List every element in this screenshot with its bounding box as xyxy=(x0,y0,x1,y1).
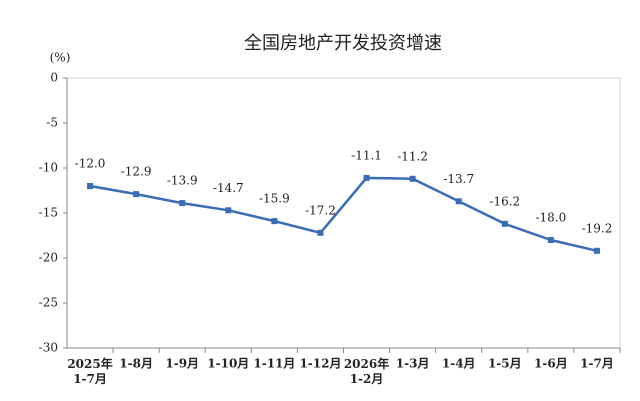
data-label: -14.7 xyxy=(213,181,244,195)
y-tick-label: -15 xyxy=(39,206,58,220)
point xyxy=(363,174,370,181)
x-tick-label: 1-5月 xyxy=(488,357,522,371)
data-label: -13.7 xyxy=(443,172,474,186)
point xyxy=(409,175,416,182)
x-tick-label: 1-12月 xyxy=(299,357,341,371)
x-tick-label: 1-7月 xyxy=(580,357,614,371)
point xyxy=(271,218,278,225)
x-tick-label: 1-4月 xyxy=(442,357,476,371)
data-label: -11.2 xyxy=(397,149,428,163)
x-tick-label: 1-6月 xyxy=(534,357,568,371)
y-tick-label: -10 xyxy=(39,161,58,175)
chart-title: 全国房地产开发投资增速 xyxy=(244,33,442,54)
y-tick-label: 0 xyxy=(50,71,58,85)
data-label: -19.2 xyxy=(582,221,613,235)
x-tick-label: 1-9月 xyxy=(165,357,199,371)
point xyxy=(455,198,462,205)
point xyxy=(87,183,94,189)
x-tick-label: 2026年 1-2月 xyxy=(344,356,389,386)
point xyxy=(317,229,324,236)
data-label: -11.1 xyxy=(351,148,382,162)
y-axis-label: (%) xyxy=(50,51,71,65)
data-label: -16.2 xyxy=(489,194,520,208)
line xyxy=(89,176,598,253)
data-label: -12.9 xyxy=(121,165,152,179)
data-label: -18.0 xyxy=(535,211,566,225)
data-label: -15.9 xyxy=(259,192,290,206)
y-tick-label: -20 xyxy=(39,251,58,265)
x-tick-label: 1-10月 xyxy=(207,357,249,371)
point xyxy=(501,220,508,227)
data-label: -17.2 xyxy=(305,203,336,217)
x-tick-label: 1-11月 xyxy=(253,357,295,371)
point xyxy=(179,200,186,207)
data-label: -13.9 xyxy=(167,174,198,188)
y-tick-label: -25 xyxy=(39,296,58,310)
data-label: -12.0 xyxy=(75,157,106,171)
point xyxy=(593,247,600,254)
x-tick-label: 2025年 1-7月 xyxy=(67,356,112,386)
y-tick-label: -5 xyxy=(46,116,58,130)
point xyxy=(225,207,232,214)
x-tick-label: 1-3月 xyxy=(396,357,430,371)
y-tick-label: -30 xyxy=(39,341,58,355)
point xyxy=(547,237,554,243)
x-tick-label: 1-8月 xyxy=(119,357,153,371)
point xyxy=(133,191,140,198)
